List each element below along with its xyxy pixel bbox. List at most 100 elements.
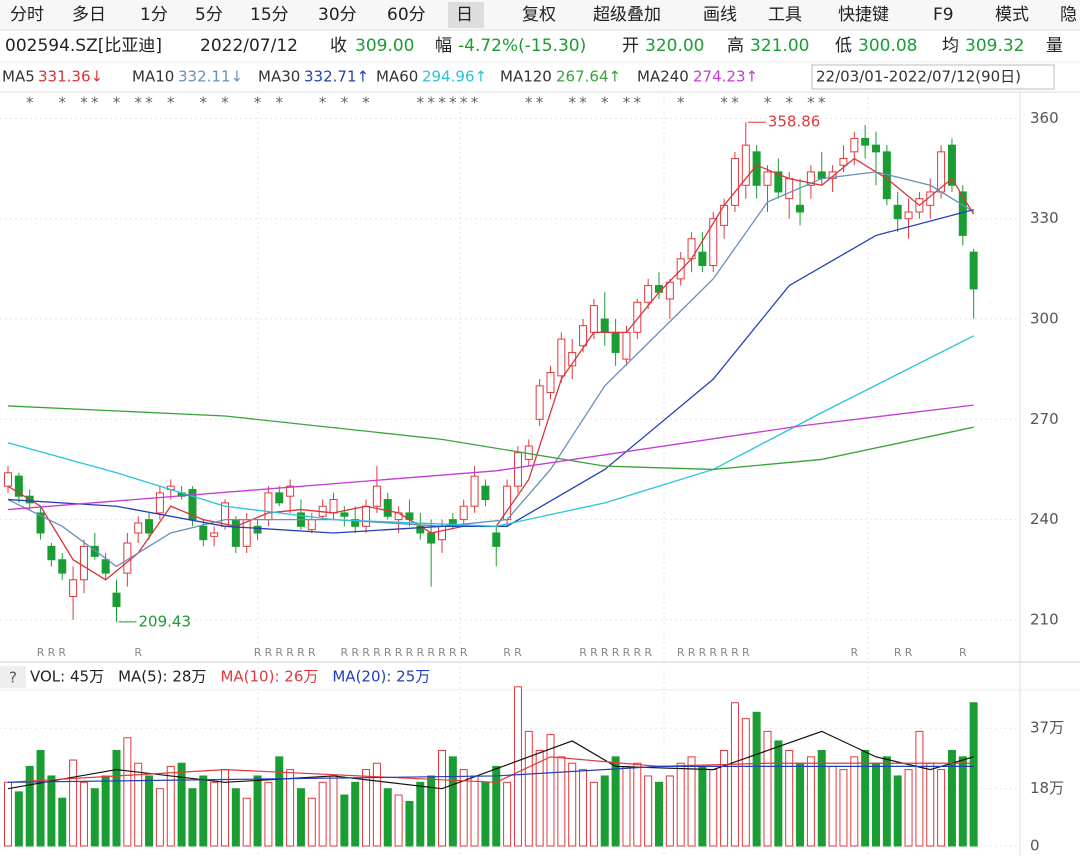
volume-bar [687, 756, 696, 847]
r-mark: R [612, 646, 620, 659]
candle-body [231, 519, 240, 547]
tab[interactable]: 多日 [72, 5, 106, 25]
r-mark: R [601, 646, 609, 659]
candle-body [600, 318, 609, 333]
volume-bar [362, 769, 371, 847]
star-mark: * [26, 94, 34, 112]
volume-bar [861, 749, 870, 847]
volume-bar [611, 756, 620, 847]
candle-body [4, 472, 12, 487]
tab[interactable]: 日 [456, 5, 473, 25]
tab[interactable]: 隐 [1060, 5, 1077, 25]
volume-bar [470, 775, 479, 847]
info-open-label: 开 [622, 36, 639, 56]
candle-body [492, 532, 501, 547]
volume-bar [947, 749, 956, 847]
tab[interactable]: 工具 [768, 5, 802, 25]
r-mark: R [351, 646, 359, 659]
volume-bar [372, 762, 381, 847]
candle-body [644, 285, 653, 303]
tab[interactable]: F9 [933, 5, 954, 25]
candle-body [806, 171, 815, 186]
candle-body [275, 492, 284, 504]
y-tick-label: 0 [1030, 837, 1040, 855]
candle-body [329, 499, 338, 514]
candle-body [557, 338, 566, 377]
info-change: -4.72%(-15.30) [458, 36, 586, 56]
volume-bar [882, 756, 891, 847]
candle-body [763, 171, 772, 186]
r-mark: R [254, 646, 262, 659]
help[interactable]: ? [9, 669, 17, 687]
candle-body [665, 281, 674, 300]
volume-bar [785, 749, 794, 847]
star-mark: * [59, 94, 67, 112]
tab[interactable]: 60分 [387, 5, 426, 25]
volume-bar [296, 788, 305, 847]
volume-bar [459, 769, 468, 847]
tab[interactable]: 模式 [995, 5, 1029, 25]
active-tab [448, 2, 484, 28]
ma-line [7, 404, 974, 511]
volume-bar [720, 749, 729, 847]
volume-bar [513, 686, 522, 847]
candle-body [438, 525, 446, 541]
candle-body [264, 492, 273, 521]
tab[interactable]: 快捷键 [838, 5, 889, 25]
candle-body [470, 475, 479, 507]
tab[interactable]: 分时 [10, 5, 44, 25]
candle-body [579, 325, 588, 347]
tab[interactable]: 超级叠加 [593, 5, 661, 25]
candle-body [210, 532, 219, 537]
tab[interactable]: 画线 [703, 5, 737, 25]
candle-body [112, 592, 121, 608]
star-mark: * [449, 94, 457, 112]
candle-body [893, 204, 902, 220]
volume-bar [557, 756, 566, 847]
info-date: 2022/07/12 [200, 36, 298, 56]
candle-body [286, 485, 295, 497]
legend-value: 331.36↓ [38, 68, 103, 86]
volume-bar [4, 781, 12, 847]
candle-body [947, 144, 956, 186]
volume-bar [155, 788, 164, 847]
volume-bar [47, 775, 56, 847]
volume-bar [524, 730, 533, 847]
candle-body [459, 505, 468, 521]
r-mark: R [416, 646, 424, 659]
r-mark: R [460, 646, 468, 659]
volume-bar [698, 765, 707, 847]
candle-body [709, 218, 718, 267]
volume-bar [872, 762, 880, 847]
volume-bar [915, 730, 924, 847]
tab[interactable]: 1分 [140, 5, 168, 25]
tab[interactable]: 30分 [318, 5, 357, 25]
volume-bar [741, 718, 750, 847]
volume-bar [622, 765, 631, 847]
tab[interactable]: 5分 [195, 5, 223, 25]
star-mark: * [113, 94, 121, 112]
volume-bar [307, 797, 316, 847]
star-mark: * [80, 94, 88, 112]
volume-bar [351, 781, 360, 847]
volume-bar [665, 775, 674, 847]
candle-body [242, 519, 251, 547]
r-mark: R [308, 646, 316, 659]
candle-body [69, 579, 78, 598]
y-tick-label: 360 [1030, 109, 1059, 127]
legend-name: MA5 [2, 68, 35, 86]
star-mark: * [438, 94, 446, 112]
volume-bar [438, 749, 446, 847]
tab[interactable]: 复权 [522, 5, 556, 25]
candle-body [828, 171, 837, 180]
tab[interactable]: 15分 [250, 5, 289, 25]
volume-bar [579, 769, 588, 847]
candle-body [351, 519, 360, 527]
volume-bar [188, 788, 197, 847]
info-low-label: 低 [835, 36, 852, 56]
legend-value: 332.71↑ [304, 68, 369, 86]
volume-bar [850, 756, 859, 847]
star-mark: * [254, 94, 262, 112]
volume-bar [123, 737, 132, 847]
